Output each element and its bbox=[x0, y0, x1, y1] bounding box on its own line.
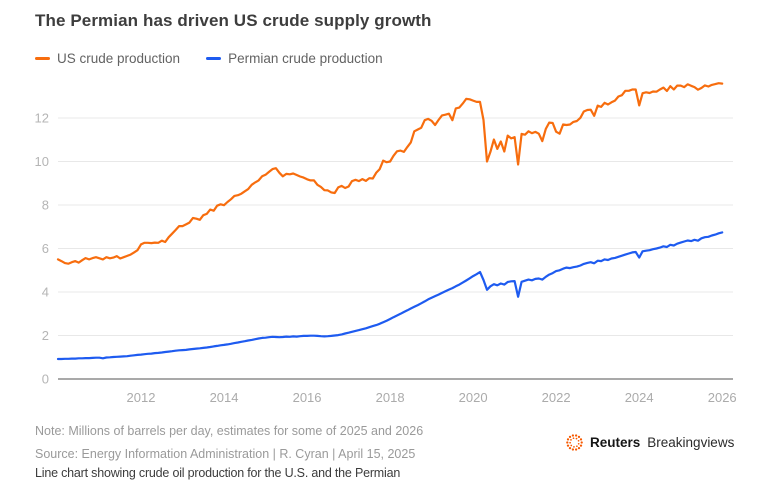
series-line-us-crude-production bbox=[56, 82, 724, 265]
legend-label: US crude production bbox=[57, 51, 181, 66]
x-tick-label: 2024 bbox=[625, 390, 654, 405]
x-tick-label: 2014 bbox=[210, 390, 239, 405]
y-tick-label: 6 bbox=[42, 241, 49, 256]
logo-dot bbox=[577, 435, 581, 439]
logo-dot bbox=[579, 444, 583, 447]
reuters-breakingviews-logo: Reuters Breakingviews bbox=[565, 433, 734, 452]
x-tick-label: 2022 bbox=[542, 390, 571, 405]
logo-dot bbox=[566, 444, 570, 447]
logo-dot bbox=[566, 441, 569, 444]
logo-dot bbox=[570, 444, 573, 447]
logo-dot bbox=[571, 434, 575, 437]
logo-dot bbox=[580, 441, 583, 444]
y-tick-label: 4 bbox=[42, 285, 49, 300]
series-line-permian-crude-production bbox=[56, 231, 724, 361]
brand-suffix: Breakingviews bbox=[647, 435, 735, 450]
y-tick-label: 10 bbox=[35, 154, 49, 169]
y-tick-label: 2 bbox=[42, 328, 49, 343]
logo-dot bbox=[574, 434, 578, 437]
line-chart: 0 2 4 6 8 10 12 2012 2014 2016 2018 2020 2022 2024 202… bbox=[35, 82, 737, 405]
reuters-dotted-circle-icon bbox=[566, 434, 583, 451]
x-tick-label: 2016 bbox=[293, 390, 322, 405]
logo-dot bbox=[574, 448, 578, 451]
permian-crude-line-swatch bbox=[206, 57, 222, 60]
logo-dot bbox=[577, 439, 580, 442]
logo-dot bbox=[568, 446, 572, 450]
logo-dot bbox=[568, 435, 572, 439]
logo-dot bbox=[577, 446, 581, 450]
chart-source: Source: Energy Information Administratio… bbox=[35, 447, 416, 461]
x-tick-label: 2018 bbox=[376, 390, 405, 405]
legend-item-permian-crude: Permian crude production bbox=[206, 51, 383, 66]
logo-dot bbox=[569, 441, 571, 444]
legend: US crude production Permian crude produc… bbox=[35, 51, 383, 66]
logo-dot bbox=[577, 442, 580, 445]
logo-dot bbox=[579, 438, 583, 441]
logo-dot bbox=[571, 448, 575, 451]
logo-dot bbox=[575, 437, 578, 440]
logo-dot bbox=[570, 438, 572, 441]
y-tick-label: 8 bbox=[42, 198, 49, 213]
x-tick-label: 2012 bbox=[127, 390, 156, 405]
chart-alt-caption: Line chart showing crude oil production … bbox=[35, 466, 401, 480]
us-crude-line-swatch bbox=[35, 57, 50, 60]
logo-dot bbox=[572, 437, 575, 440]
logo-dot bbox=[573, 446, 575, 448]
x-tick-label: 2026 bbox=[708, 390, 737, 405]
legend-item-us-crude: US crude production bbox=[35, 51, 180, 66]
x-tick-label: 2020 bbox=[459, 390, 488, 405]
chart-note: Note: Millions of barrels per day, estim… bbox=[35, 424, 424, 438]
legend-label: Permian crude production bbox=[228, 51, 383, 66]
y-tick-label: 0 bbox=[42, 372, 49, 387]
chart-title: The Permian has driven US crude supply g… bbox=[35, 11, 432, 30]
y-tick-label: 12 bbox=[35, 111, 49, 126]
logo-dot bbox=[576, 445, 578, 448]
logo-dot bbox=[566, 438, 570, 441]
brand-name: Reuters bbox=[590, 435, 641, 450]
